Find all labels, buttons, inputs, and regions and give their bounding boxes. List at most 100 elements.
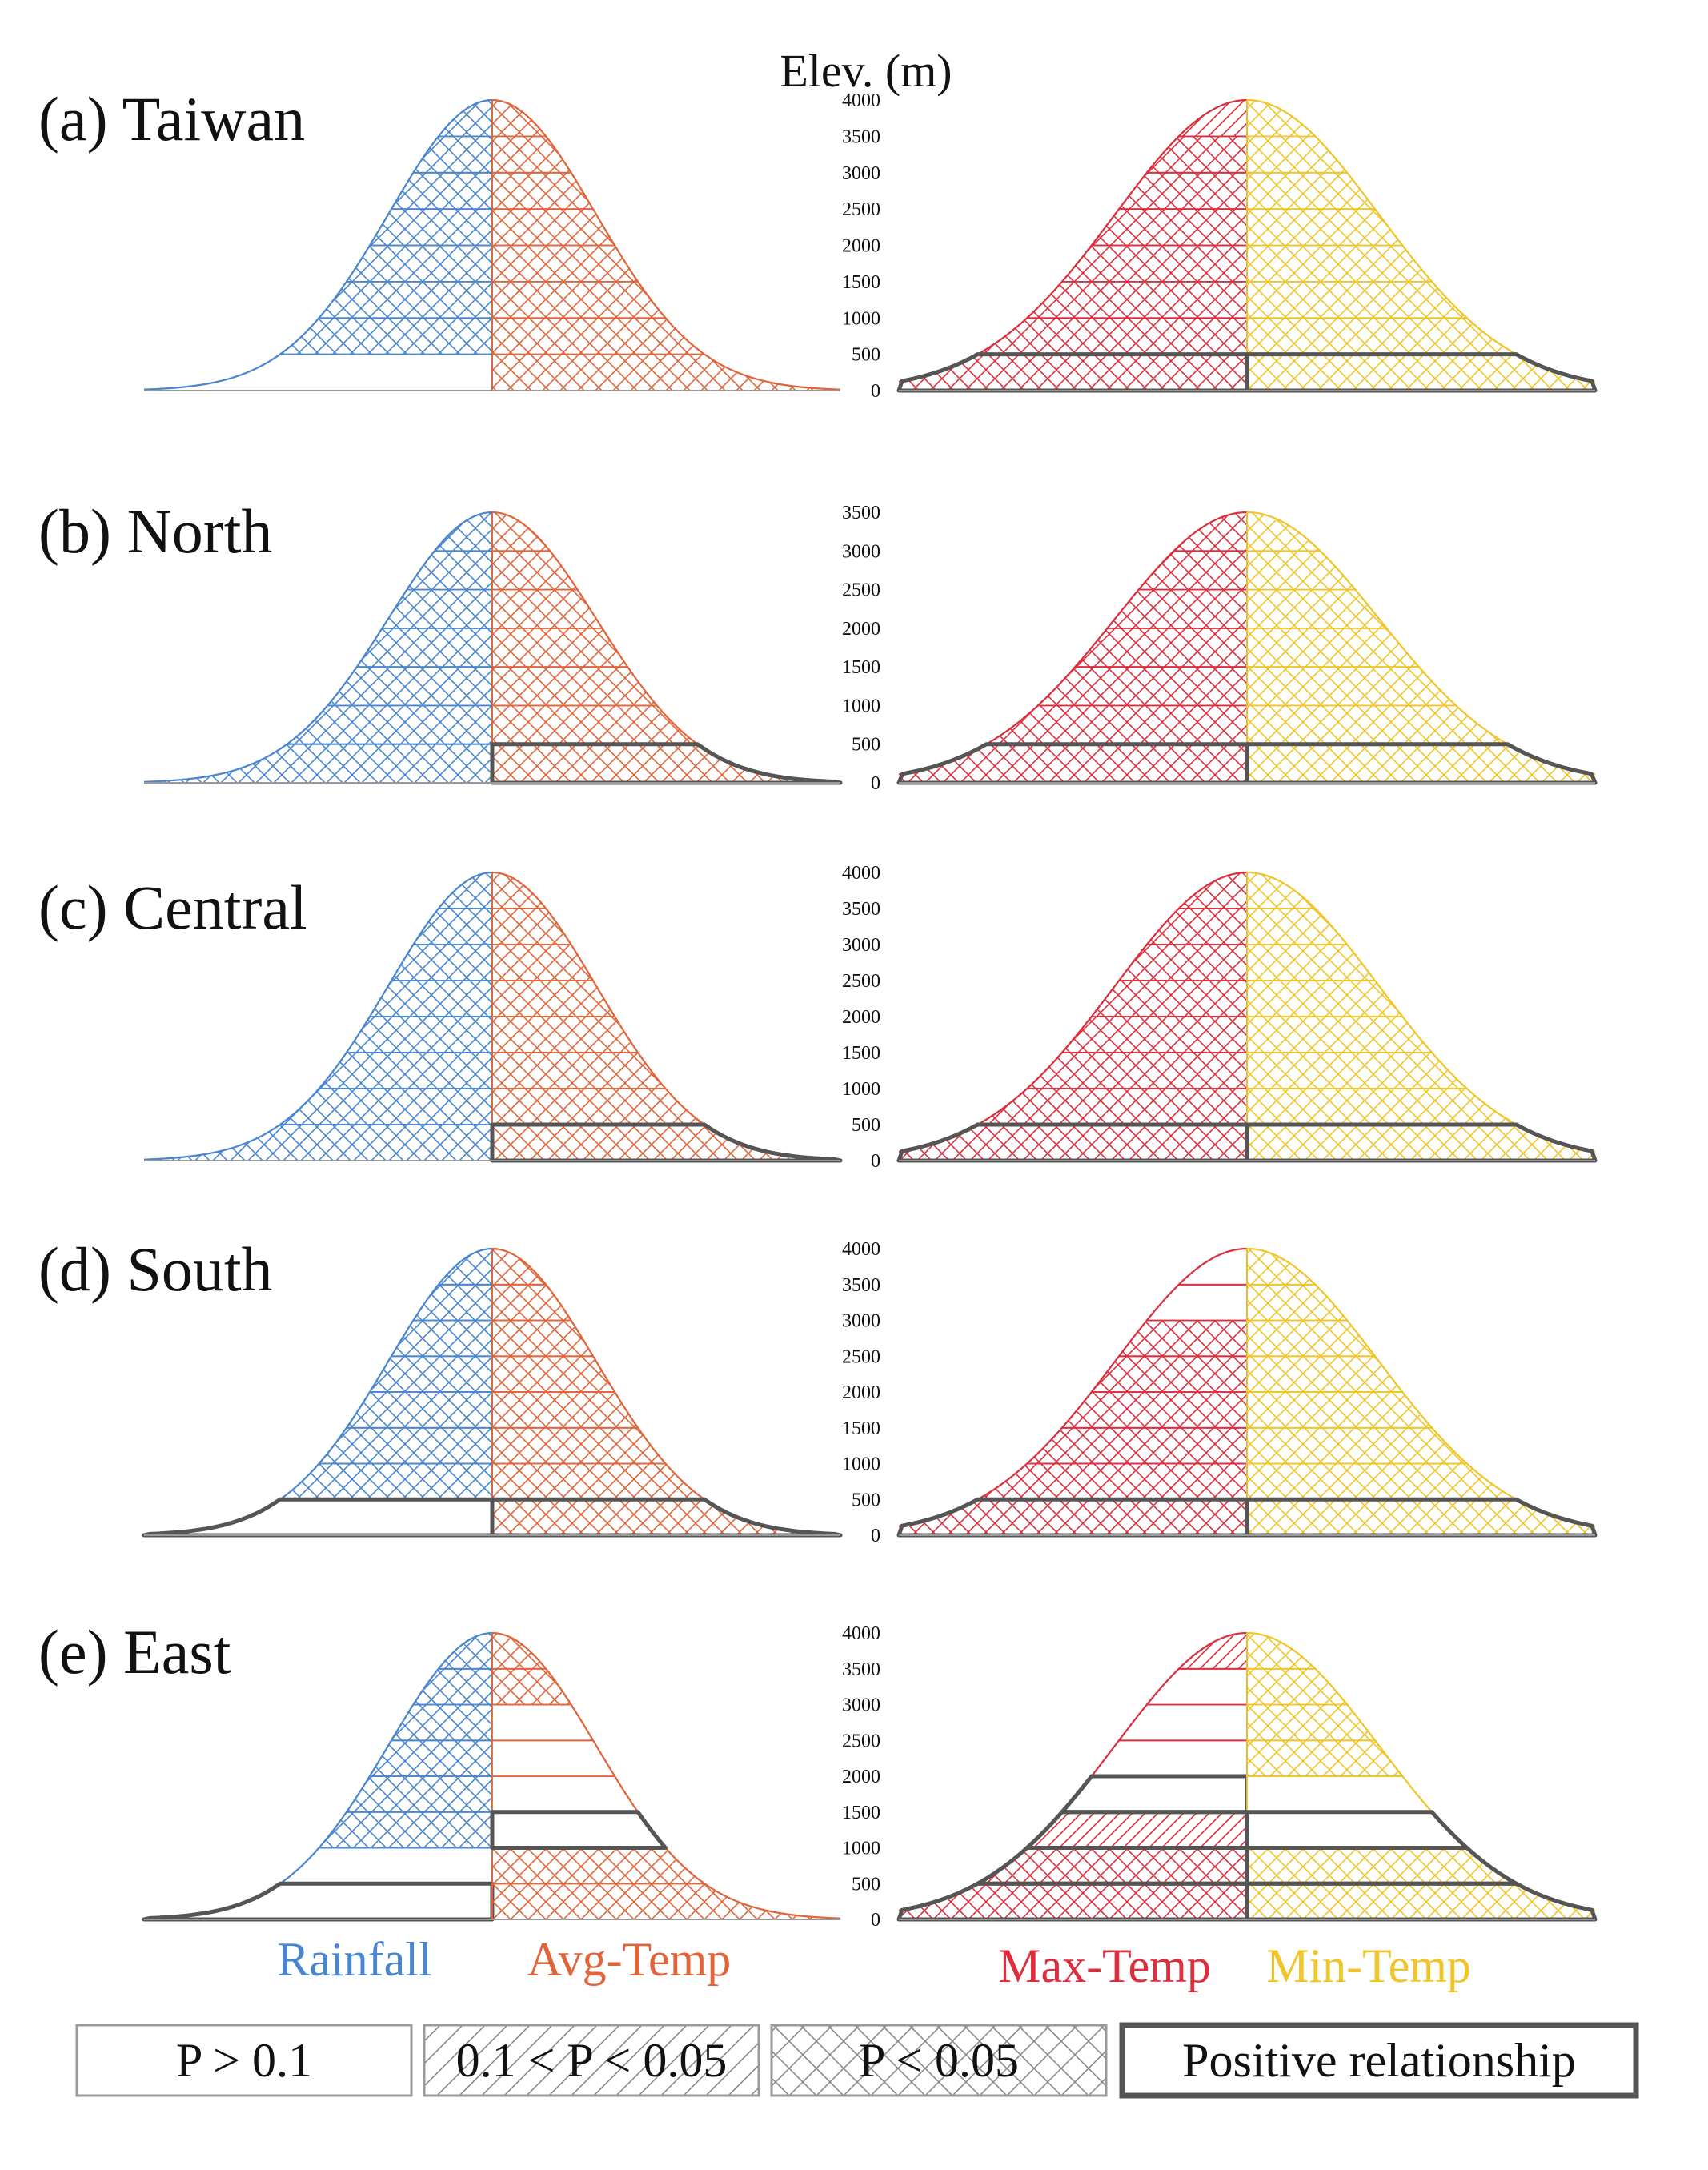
max_temp-band-cross	[1025, 1052, 1248, 1089]
rainfall-band-cross	[436, 1632, 493, 1670]
rainfall-band-cross	[436, 1248, 493, 1286]
max_temp-positive-band	[896, 1497, 1249, 1538]
min_temp-band-cross	[1246, 1052, 1469, 1089]
avg_temp-band-cross	[491, 244, 639, 283]
rainfall-band-cross	[345, 1016, 493, 1053]
elevation-tick-label: 2500	[842, 1346, 880, 1367]
panel-title: (e) East	[38, 1617, 231, 1687]
min_temp-positive-band	[1245, 1810, 1469, 1850]
elevation-tick-label: 3000	[842, 1695, 880, 1716]
elevation-tick-label: 2500	[842, 1731, 880, 1751]
min_temp-band-cross	[1246, 1498, 1597, 1536]
max_temp-band-cross	[977, 317, 1248, 355]
rainfall-positive-band	[142, 1881, 495, 1922]
elevation-tick-label: 2500	[842, 580, 880, 601]
min_temp-band-none	[1246, 1775, 1434, 1813]
panel-title: (b) North	[38, 496, 272, 566]
min_temp-band-none	[1246, 1811, 1469, 1849]
avg_temp-positive-band	[490, 742, 843, 785]
min_temp-band-cross	[1246, 1248, 1317, 1286]
max_temp-positive-band	[896, 1122, 1249, 1163]
max_temp-band-cross	[1117, 171, 1248, 210]
panel-title: (a) Taiwan	[38, 84, 305, 154]
avg_temp-band-cross	[491, 1426, 668, 1465]
max_temp-band-cross	[1060, 1391, 1248, 1429]
elevation-tick-label: 0	[871, 1151, 880, 1172]
legend-rainfall-label: Rainfall	[277, 1933, 431, 1986]
rainfall-band-cross	[278, 317, 493, 355]
min_temp-band-cross	[1246, 353, 1597, 391]
rainfall-outline	[143, 511, 493, 783]
elevation-tick-label: 4000	[842, 863, 880, 884]
legend-avg-temp-label: Avg-Temp	[527, 1933, 732, 1986]
elevation-tick-label: 3000	[842, 163, 880, 184]
min_temp-band-cross	[1246, 704, 1510, 745]
elevation-tick-label: 500	[852, 1115, 880, 1136]
avg_temp-band-cross	[491, 1248, 548, 1286]
max_temp-band-cross	[1025, 281, 1248, 319]
min_temp-band-cross	[1246, 1319, 1377, 1358]
min_temp-positive-band	[1245, 1881, 1598, 1922]
rainfall-band-cross	[390, 171, 493, 210]
rainfall-band-cross	[380, 588, 493, 629]
rainfall-band-cross	[317, 1811, 493, 1849]
avg_temp-band-cross	[491, 704, 700, 745]
min_temp-band-cross	[1246, 1462, 1519, 1501]
avg_temp-band-cross	[491, 628, 629, 668]
elevation-tick-label: 1000	[842, 1454, 880, 1475]
elevation-tick-label: 3000	[842, 935, 880, 956]
min_temp-band-cross	[1246, 511, 1322, 552]
avg_temp-positive-band	[490, 1122, 843, 1163]
avg_temp-band-cross	[491, 588, 604, 629]
min_temp-band-cross	[1246, 628, 1421, 668]
panel-title: (d) South	[38, 1234, 273, 1304]
rainfall-band-none	[278, 1847, 493, 1885]
avg_temp-band-cross	[491, 872, 548, 909]
panel-title: (c) Central	[38, 872, 307, 942]
min_temp-band-cross	[1246, 743, 1597, 784]
avg_temp-band-cross	[491, 1391, 639, 1429]
avg_temp-positive-band	[490, 1497, 843, 1538]
legend-box-significant	[770, 2024, 1108, 2097]
min_temp-band-cross	[1246, 99, 1317, 138]
elevation-tick-label: 1000	[842, 308, 880, 329]
elevation-tick-label: 0	[871, 1910, 880, 1931]
legend-label-not-significant: P > 0.1	[176, 2034, 312, 2087]
elevation-tick-label: 0	[871, 381, 880, 402]
min_temp-band-cross	[1246, 244, 1434, 283]
avg_temp-band-none	[491, 1775, 639, 1813]
avg_temp-band-cross	[491, 511, 552, 552]
max_temp-band-diag	[1177, 1632, 1248, 1670]
min_temp-positive-band	[1245, 742, 1598, 785]
max_temp-band-cross	[984, 704, 1248, 745]
max_temp-positive-band	[1060, 1774, 1249, 1815]
elevation-tick-label: 1500	[842, 1418, 880, 1439]
elevation-tick-label: 500	[852, 1490, 880, 1510]
avg_temp-band-cross	[491, 1052, 668, 1089]
max_temp-positive-band	[1024, 1810, 1249, 1850]
elevation-tick-label: 3500	[842, 899, 880, 920]
elevation-tick-label: 1500	[842, 272, 880, 293]
rainfall-band-cross	[278, 1088, 493, 1125]
panels-layer: (a) Taiwan 0 500 1000 1500 2000 2500 3000 3500 40…	[38, 84, 1598, 1931]
max_temp-band-cross	[1177, 872, 1248, 909]
elevation-tick-label: 1500	[842, 657, 880, 678]
rainfall-band-cross	[345, 1775, 493, 1813]
elevation-tick-label: 1500	[842, 1803, 880, 1823]
max_temp-band-cross	[1025, 1426, 1248, 1465]
panel-3: (d) South 0 500 1000 1500 2000 2500 3000 3500 400…	[38, 1234, 1598, 1546]
max_temp-band-cross	[1117, 1319, 1248, 1358]
panel-0: (a) Taiwan 0 500 1000 1500 2000 2500 3000 3500 40…	[38, 84, 1598, 402]
elevation-tick-label: 0	[871, 1526, 880, 1546]
max_temp-positive-band	[896, 1881, 1249, 1922]
avg_temp-band-cross	[491, 1016, 639, 1053]
elevation-tick-label: 2500	[842, 199, 880, 220]
min_temp-band-cross	[1246, 1426, 1469, 1465]
rainfall-band-cross	[432, 511, 493, 552]
min_temp-band-cross	[1246, 171, 1377, 210]
legend-min-temp-label: Min-Temp	[1266, 1939, 1471, 1992]
legend-box-positive	[1119, 2022, 1639, 2099]
elevation-tick-label: 1000	[842, 696, 880, 716]
rainfall-outline	[143, 871, 493, 1161]
min_temp-band-cross	[1246, 944, 1377, 981]
